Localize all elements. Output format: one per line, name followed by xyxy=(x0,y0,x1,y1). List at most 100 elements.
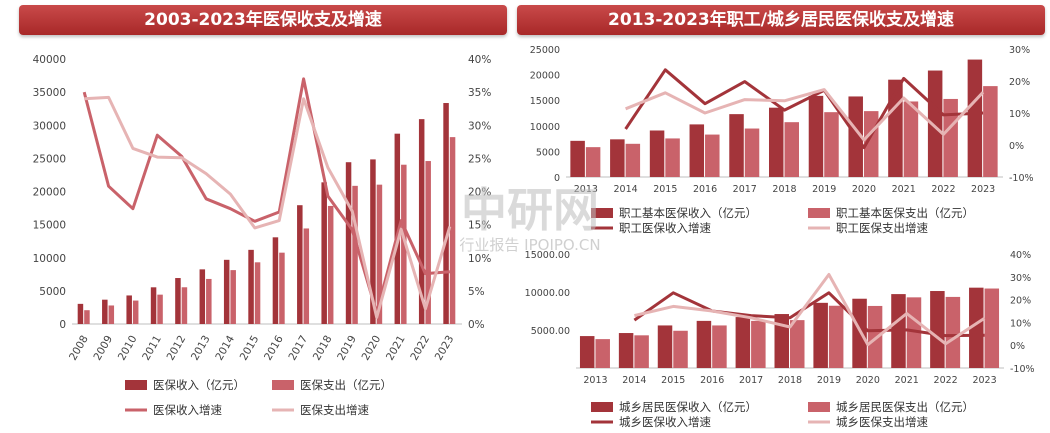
bar xyxy=(175,278,181,324)
bar xyxy=(618,333,634,368)
x-tick: 2015 xyxy=(661,375,685,386)
x-tick: 2008 xyxy=(67,334,91,363)
legend-swatch xyxy=(591,402,613,412)
x-tick: 2015 xyxy=(238,334,262,363)
x-tick: 2020 xyxy=(360,334,384,363)
y-right-tick: 0% xyxy=(1009,141,1024,152)
bar xyxy=(206,278,212,324)
legend-label: 职工医保收入增速 xyxy=(619,221,711,235)
right-panel-title: 2013-2023年职工/城乡居民医保收支及增速 xyxy=(517,5,1045,35)
legend-swatch xyxy=(591,208,613,218)
bar xyxy=(418,119,425,324)
bar xyxy=(634,335,649,368)
bar xyxy=(352,185,358,324)
bar xyxy=(132,300,139,324)
bar xyxy=(610,139,625,177)
x-tick: 2018 xyxy=(772,184,796,195)
legend-label: 医保支出（亿元） xyxy=(300,378,392,392)
x-tick: 2017 xyxy=(286,334,310,363)
bar xyxy=(108,305,115,324)
y-right-tick: 10% xyxy=(1010,318,1031,329)
x-tick: 2019 xyxy=(335,334,359,363)
bar xyxy=(729,114,744,177)
legend-label: 医保收入（亿元） xyxy=(153,378,245,392)
x-tick: 2020 xyxy=(856,375,880,386)
x-tick: 2010 xyxy=(116,334,140,363)
y-right-tick: 40% xyxy=(1010,250,1031,261)
x-tick: 2021 xyxy=(892,184,916,195)
x-tick: 2011 xyxy=(140,334,164,363)
legend-swatch xyxy=(808,208,830,218)
x-tick: 2020 xyxy=(852,184,876,195)
y-left-tick: 15000 xyxy=(33,220,66,232)
bar xyxy=(930,291,945,368)
y-left-tick: 0 xyxy=(554,173,560,184)
bar xyxy=(376,184,383,324)
x-tick: 2022 xyxy=(934,375,958,386)
legend-label: 城乡医保支出增速 xyxy=(836,415,928,429)
y-right-tick: 5% xyxy=(468,286,485,298)
bar xyxy=(199,269,206,324)
bar xyxy=(712,325,727,368)
bar xyxy=(824,112,839,177)
legend-swatch xyxy=(808,402,830,412)
bar xyxy=(744,128,760,177)
bar xyxy=(279,252,285,324)
bar xyxy=(345,162,352,324)
y-right-tick: 40% xyxy=(468,54,491,66)
x-tick: 2022 xyxy=(408,334,432,363)
bar xyxy=(696,320,712,368)
x-tick: 2018 xyxy=(311,334,335,363)
x-tick: 2021 xyxy=(895,375,919,386)
bar xyxy=(401,164,407,324)
y-left-tick: 10000 xyxy=(530,122,560,133)
y-right-tick: 10% xyxy=(468,253,491,265)
y-left-tick: 30000 xyxy=(33,120,66,132)
y-right-tick: 20% xyxy=(468,187,491,199)
bar xyxy=(157,294,163,324)
bar xyxy=(705,134,720,177)
bar xyxy=(903,101,919,177)
chart-0: 0 5000 10000 15000 20000 25000 30000 35000 40000… xyxy=(33,54,492,417)
legend-label: 城乡居民医保收入（亿元） xyxy=(619,400,757,414)
legend-swatch xyxy=(125,380,147,390)
x-tick: 2013 xyxy=(189,334,213,363)
series-line xyxy=(633,291,985,338)
y-right-tick: 15% xyxy=(468,220,491,232)
bar xyxy=(625,143,641,177)
bar xyxy=(828,305,844,368)
bar xyxy=(673,330,688,368)
series-line xyxy=(625,88,985,142)
x-tick: 2009 xyxy=(91,334,115,363)
bar xyxy=(297,205,303,324)
legend-label: 医保收入增速 xyxy=(153,403,222,417)
y-left-tick: 0 xyxy=(59,319,66,331)
x-tick: 2023 xyxy=(433,334,457,363)
bar xyxy=(943,98,958,177)
left-panel-title: 2003-2023年医保收支及增速 xyxy=(19,5,507,35)
y-left-tick: 5000 xyxy=(536,147,560,158)
y-left-tick: 5000.00 xyxy=(531,326,570,337)
bar xyxy=(327,205,334,324)
bar xyxy=(983,86,998,177)
bar xyxy=(969,287,984,368)
y-left-tick: 10000.00 xyxy=(525,288,570,299)
y-right-tick: 30% xyxy=(1010,273,1031,284)
x-tick: 2019 xyxy=(812,184,836,195)
y-right-tick: 0% xyxy=(468,319,485,331)
bar xyxy=(984,288,1000,368)
legend-label: 职工基本医保收入（亿元） xyxy=(619,206,757,220)
bar xyxy=(449,137,456,324)
y-left-tick: 20000 xyxy=(33,187,66,199)
bar xyxy=(813,302,828,368)
chart-2: 5000.00 10000.00 15000.00 -10% 0% 10% 20% 30% 40… xyxy=(525,250,1035,429)
bar xyxy=(595,339,610,368)
bar xyxy=(665,138,680,177)
legend-label: 城乡居民医保支出（亿元） xyxy=(836,400,974,414)
bar xyxy=(585,147,601,177)
watermark-main: 中研网 xyxy=(461,183,599,237)
bar xyxy=(735,317,751,368)
bar xyxy=(77,303,84,324)
bar xyxy=(927,70,943,177)
